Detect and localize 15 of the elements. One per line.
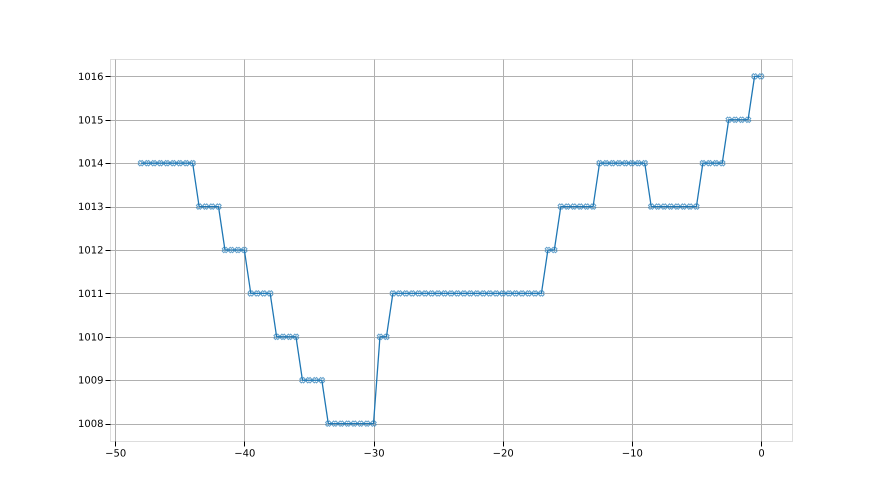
y-tick-label: 1014 <box>78 158 104 170</box>
y-tick-label: 1010 <box>78 332 104 344</box>
y-tick-label: 1013 <box>78 202 104 214</box>
y-tick-label: 1011 <box>78 288 104 300</box>
x-tick-label: 0 <box>758 448 765 460</box>
x-tick-label: −10 <box>622 448 643 460</box>
y-tick-label: 1012 <box>78 246 104 256</box>
x-tick-label: −40 <box>234 448 256 460</box>
x-tick-label: −30 <box>363 448 385 460</box>
y-tick-label: 1008 <box>78 419 104 430</box>
y-tick-label: 1015 <box>78 115 104 126</box>
x-tick-label: −50 <box>105 448 126 460</box>
y-tick-label: 1016 <box>78 72 104 83</box>
y-tick-label: 1009 <box>78 376 104 387</box>
x-tick-label: −20 <box>492 448 514 460</box>
